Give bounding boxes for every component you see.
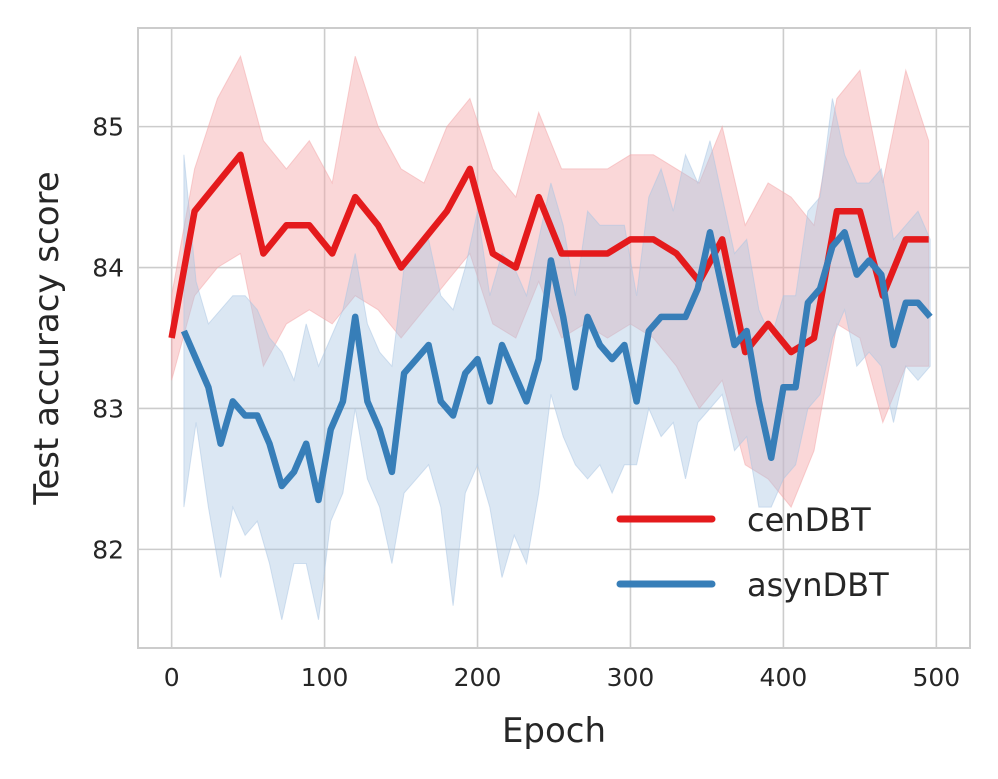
y-tick-label: 82 [92,535,124,564]
y-tick-label: 83 [92,394,124,423]
legend: cenDBT asynDBT [616,501,889,604]
series-lines [168,151,933,504]
x-tick-label: 0 [164,663,180,692]
band-asyndbt [183,98,931,620]
y-tick-label: 85 [92,113,124,142]
y-axis-title: Test accuracy score [27,171,67,505]
x-axis-title: Epoch [502,711,606,751]
legend-label-asyndbt: asynDBT [747,566,889,604]
x-tick-label: 300 [607,663,655,692]
y-tick-label: 84 [92,254,124,283]
series-line-asyndbt [180,229,933,504]
x-tick-label: 100 [301,663,349,692]
x-tick-label: 500 [912,663,960,692]
x-tick-label: 400 [760,663,808,692]
x-tick-label: 200 [454,663,502,692]
tick-labels: 0 100 200 300 400 500 82 83 84 85 [92,113,960,692]
plot-frame [137,27,971,649]
legend-label-cendbt: cenDBT [747,501,871,539]
